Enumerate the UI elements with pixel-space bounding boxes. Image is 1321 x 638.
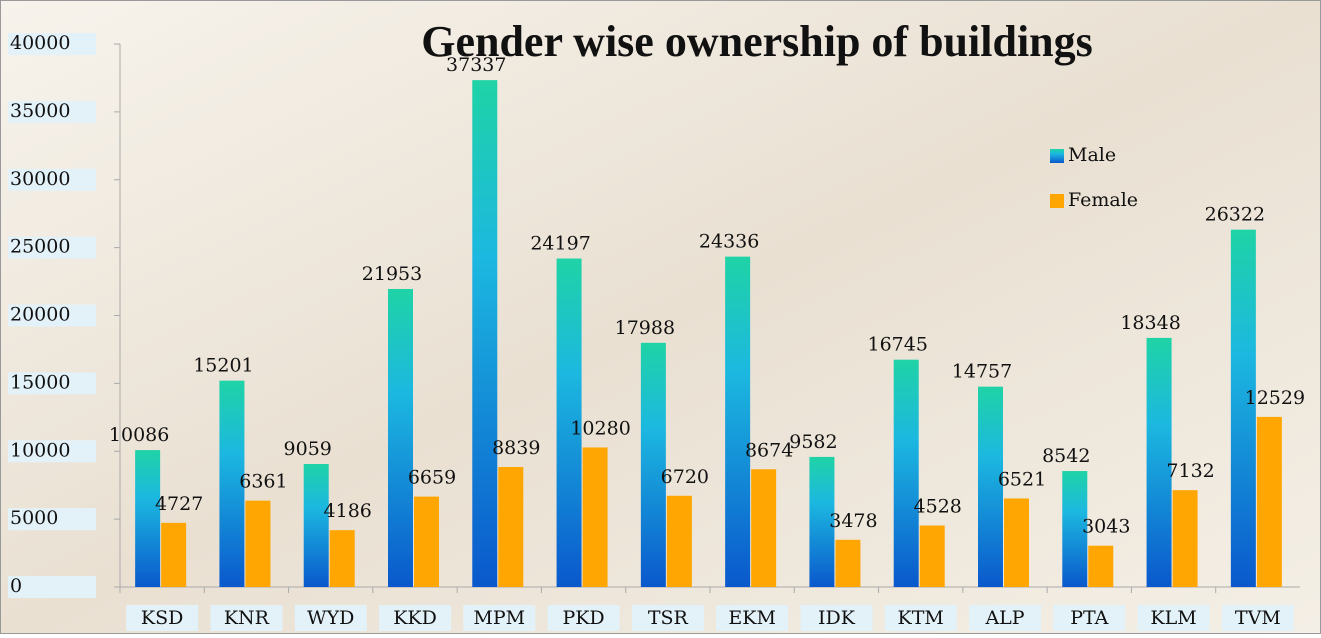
data-label: 37337 xyxy=(446,54,506,76)
bar xyxy=(920,526,945,587)
data-label: 26322 xyxy=(1205,204,1265,226)
bar xyxy=(835,540,860,587)
data-label: 4186 xyxy=(324,500,372,522)
data-label: 10086 xyxy=(109,424,169,446)
data-label: 21953 xyxy=(362,263,422,285)
data-label: 6659 xyxy=(408,467,456,489)
bar xyxy=(245,501,270,587)
data-label: 9582 xyxy=(789,431,837,453)
data-label: 15201 xyxy=(193,355,253,377)
bar xyxy=(1173,490,1198,587)
y-tick-label: 25000 xyxy=(10,236,70,258)
data-label: 6521 xyxy=(998,468,1046,490)
x-tick-label: MPM xyxy=(473,607,525,629)
bar xyxy=(1004,498,1029,587)
x-tick-label: WYD xyxy=(307,607,354,629)
chart-title: Gender wise ownership of buildings xyxy=(421,17,1093,66)
data-label: 4528 xyxy=(914,496,962,518)
x-tick-label: TSR xyxy=(648,607,689,629)
x-tick-label: PTA xyxy=(1070,607,1108,629)
data-label: 6361 xyxy=(239,471,287,493)
x-tick-label: KTM xyxy=(898,607,944,629)
data-label: 17988 xyxy=(615,317,675,339)
data-label: 10280 xyxy=(570,417,630,439)
data-label: 24197 xyxy=(530,233,590,255)
bar xyxy=(161,523,186,587)
legend-label: Male xyxy=(1068,144,1116,166)
bar xyxy=(304,464,329,587)
x-tick-label: ALP xyxy=(984,607,1024,629)
y-tick-label: 30000 xyxy=(10,168,70,190)
bar xyxy=(330,530,355,587)
x-tick-label: TVM xyxy=(1235,607,1281,629)
legend-label: Female xyxy=(1068,189,1138,211)
data-label: 3478 xyxy=(829,510,877,532)
x-tick-label: EKM xyxy=(728,607,776,629)
y-tick-label: 35000 xyxy=(10,100,70,122)
data-label: 4727 xyxy=(155,493,203,515)
y-tick-label: 15000 xyxy=(10,371,70,393)
data-label: 6720 xyxy=(661,466,709,488)
data-label: 8839 xyxy=(492,437,540,459)
x-tick-label: IDK xyxy=(818,607,856,629)
data-label: 18348 xyxy=(1120,312,1180,334)
bar xyxy=(1257,417,1282,587)
data-label: 8674 xyxy=(745,439,793,461)
data-label: 14757 xyxy=(952,361,1012,383)
data-label: 8542 xyxy=(1042,445,1090,467)
data-label: 3043 xyxy=(1082,516,1130,538)
bar xyxy=(498,467,523,587)
bar xyxy=(894,360,919,587)
legend-swatch xyxy=(1050,149,1064,163)
x-tick-label: KNR xyxy=(224,607,270,629)
page: Gender wise ownership of buildings 0 5000… xyxy=(0,0,1321,634)
x-tick-label: KKD xyxy=(393,607,437,629)
y-tick-label: 20000 xyxy=(10,304,70,326)
data-label: 24336 xyxy=(699,231,759,253)
bar xyxy=(751,469,776,587)
bar xyxy=(472,80,497,587)
data-label: 12529 xyxy=(1245,387,1305,409)
x-tick-label: KLM xyxy=(1150,607,1196,629)
legend-swatch xyxy=(1050,194,1064,208)
bar xyxy=(388,289,413,587)
x-tick-label: PKD xyxy=(562,607,604,629)
y-tick-label: 40000 xyxy=(10,32,70,54)
bar xyxy=(667,496,692,587)
x-tick-label: KSD xyxy=(141,607,183,629)
data-label: 16745 xyxy=(867,334,927,356)
data-label: 9059 xyxy=(284,438,332,460)
y-tick-label: 0 xyxy=(10,575,22,597)
bar xyxy=(1088,546,1113,587)
bar xyxy=(135,450,160,587)
y-tick-label: 5000 xyxy=(10,507,58,529)
data-label: 7132 xyxy=(1166,460,1214,482)
bar xyxy=(414,497,439,587)
y-tick-label: 10000 xyxy=(10,439,70,461)
chart: Gender wise ownership of buildings 0 5000… xyxy=(0,0,1321,634)
bar xyxy=(583,447,608,587)
bar xyxy=(725,257,750,587)
